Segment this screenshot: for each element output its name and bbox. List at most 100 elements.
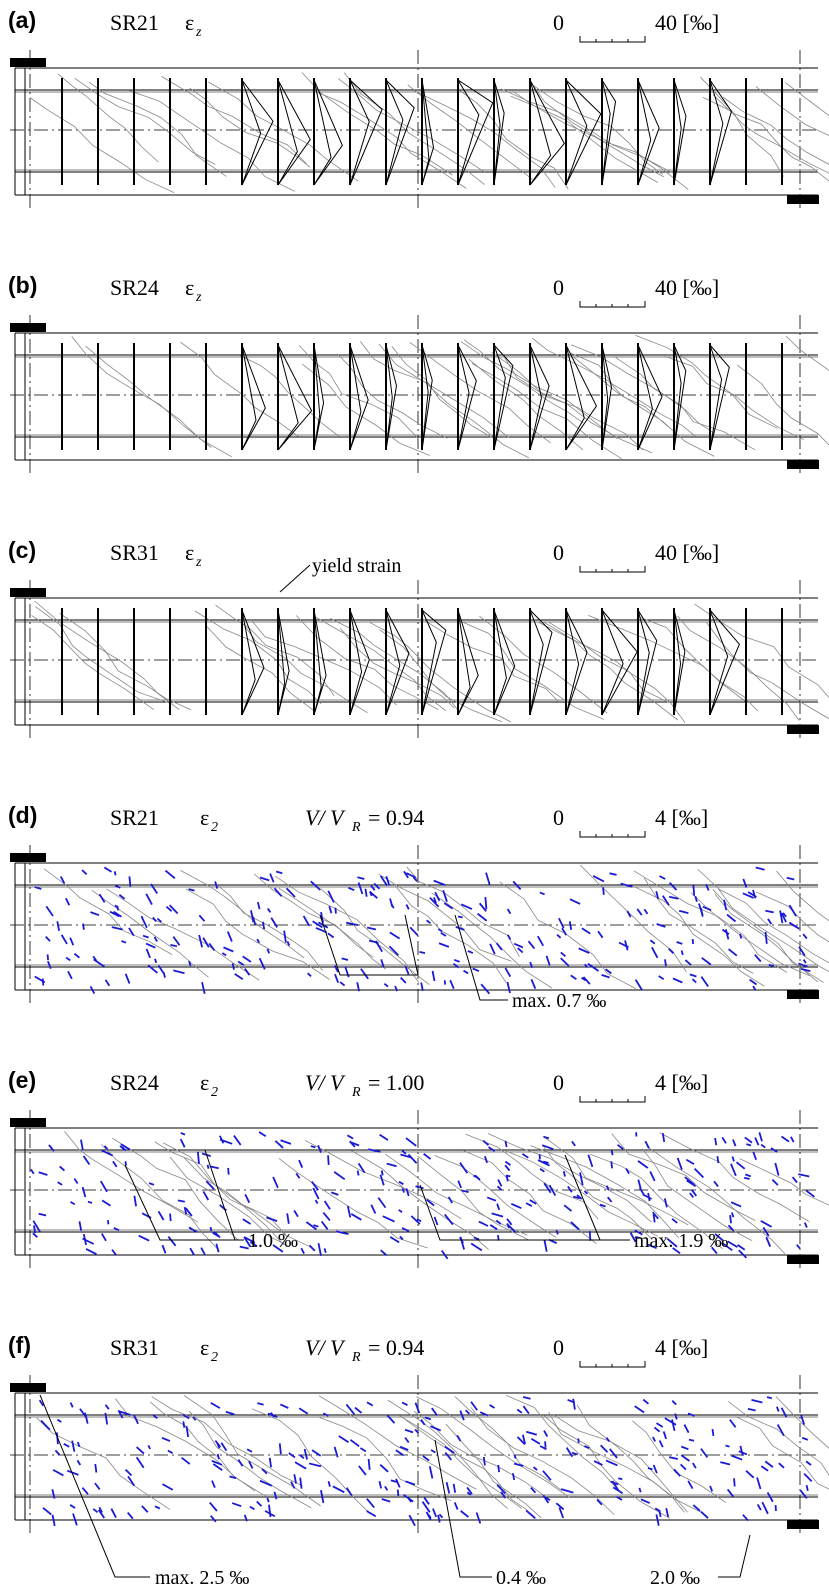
principal-strain <box>735 1161 746 1170</box>
principal-strain <box>60 934 68 945</box>
crack <box>205 624 316 713</box>
crack <box>465 1133 599 1220</box>
scale-end: 40 [‰] <box>655 540 719 565</box>
principal-strain <box>506 908 512 915</box>
principal-strain <box>225 1410 235 1416</box>
principal-strain <box>709 1485 714 1492</box>
principal-strain <box>475 1512 482 1524</box>
principal-strain <box>506 1174 511 1178</box>
symbol: ε <box>200 1335 209 1360</box>
principal-strain <box>223 946 234 953</box>
principal-strain <box>385 875 391 886</box>
crack <box>580 864 687 973</box>
annotation: yield strain <box>312 555 401 577</box>
principal-strain <box>317 1144 322 1154</box>
crack <box>318 1395 477 1490</box>
strain-profile <box>349 344 369 451</box>
principal-strain <box>542 1494 550 1504</box>
principal-strain <box>373 882 381 890</box>
principal-strain <box>489 1224 498 1231</box>
crack <box>215 604 335 697</box>
principal-strain <box>532 1466 538 1471</box>
principal-strain <box>408 1514 416 1527</box>
principal-strain <box>156 917 162 923</box>
principal-strain <box>431 1407 438 1417</box>
scale-bar <box>579 1096 646 1103</box>
principal-strain <box>285 887 296 898</box>
crack <box>185 888 330 980</box>
principal-strain <box>442 889 448 903</box>
principal-strain <box>133 1414 139 1425</box>
principal-strain <box>259 876 270 882</box>
strain-profile <box>313 609 327 716</box>
panel: (e) SR24 ε 2 V/ V R = 1.00 0 4 [‰] 1.0 ‰ max. 1.9 … <box>8 1067 829 1272</box>
principal-strain <box>172 936 181 946</box>
principal-strain <box>182 1421 186 1428</box>
crack <box>590 1153 723 1250</box>
strain-profile <box>421 609 447 716</box>
principal-strain <box>71 1440 76 1452</box>
principal-strain <box>162 1483 174 1491</box>
principal-strain <box>346 1134 354 1140</box>
crack <box>343 72 485 185</box>
principal-strain <box>313 1224 319 1228</box>
principal-strain <box>312 1187 320 1200</box>
principal-strain <box>208 942 216 952</box>
crack <box>571 344 715 434</box>
principal-strain <box>270 917 278 928</box>
strain-profile <box>637 344 663 451</box>
principal-strain <box>161 1436 171 1442</box>
principal-strain <box>386 1414 396 1424</box>
crack <box>611 1133 756 1221</box>
principal-strain <box>659 875 666 880</box>
crack <box>250 619 397 706</box>
principal-strain <box>544 1496 551 1502</box>
crack <box>88 81 227 177</box>
principal-strain <box>655 891 660 900</box>
principal-strain <box>470 1401 478 1411</box>
crack <box>31 615 155 711</box>
principal-strain <box>652 1464 658 1474</box>
crack <box>785 335 829 371</box>
crack <box>129 90 295 192</box>
crack <box>479 615 608 714</box>
principal-strain <box>539 891 545 896</box>
leader-line <box>124 1164 235 1241</box>
symbol-sub: 2 <box>211 820 218 835</box>
principal-strain <box>334 973 340 984</box>
crack <box>338 78 485 173</box>
principal-strain <box>396 1489 400 1497</box>
principal-strain <box>581 927 591 935</box>
crack <box>183 1395 321 1507</box>
principal-strain <box>45 905 54 917</box>
principal-strain <box>229 1475 237 1480</box>
principal-strain <box>249 1241 258 1248</box>
principal-strain <box>327 1155 330 1165</box>
leader-line <box>454 914 508 1001</box>
principal-strain <box>57 1181 63 1186</box>
principal-strain <box>755 866 765 871</box>
principal-strain <box>332 1485 345 1494</box>
specimen: SR21 <box>110 10 159 35</box>
principal-strain <box>303 1448 308 1460</box>
specimen: SR24 <box>110 275 159 300</box>
support <box>10 1118 46 1127</box>
principal-strain <box>103 1145 109 1150</box>
principal-strain <box>739 933 743 939</box>
principal-strain <box>693 1167 705 1179</box>
principal-strain <box>366 1498 375 1509</box>
principal-strain <box>489 1404 495 1409</box>
crack <box>216 884 324 971</box>
annotation: 2.0 ‰ <box>650 1567 700 1589</box>
principal-strain <box>124 1468 133 1477</box>
principal-strain <box>582 976 591 985</box>
crack <box>34 600 180 710</box>
principal-strain <box>273 1491 278 1500</box>
principal-strain <box>280 1139 292 1145</box>
principal-strain <box>110 1508 117 1519</box>
annotation: 0.4 ‰ <box>496 1567 546 1589</box>
strain-profile <box>313 344 325 451</box>
principal-strain <box>676 941 683 945</box>
principal-strain <box>114 884 121 889</box>
leader-line <box>319 914 419 976</box>
